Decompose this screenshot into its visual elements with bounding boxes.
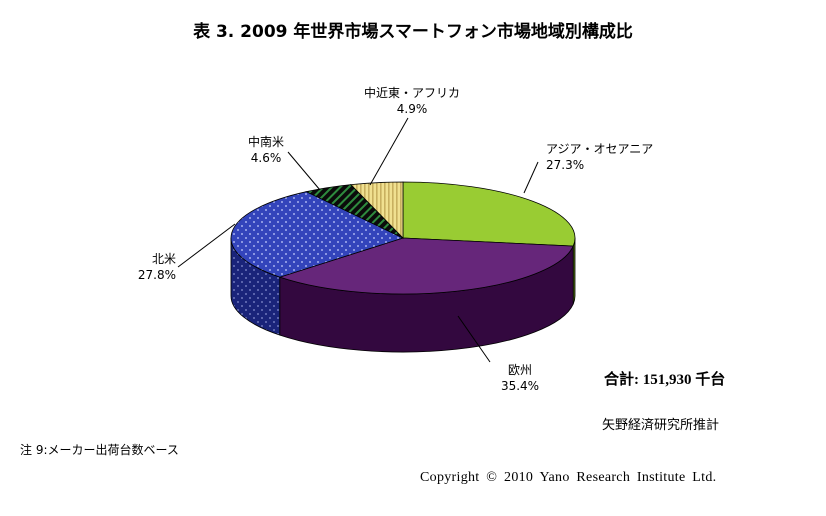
slice-value-1: 35.4%	[501, 379, 539, 393]
slice-name-4: 中近東・アフリカ	[364, 85, 460, 100]
copyright-notice: Copyright © 2010 Yano Research Institute…	[420, 470, 717, 485]
slice-name-0: アジア・オセアニア	[546, 142, 653, 156]
pie-slice-0	[402, 181, 576, 247]
leader-line-2	[177, 223, 236, 268]
total-label: 合計: 151,930 千台	[604, 372, 726, 388]
pie-slice-2	[230, 191, 405, 278]
slice-name-2: 北米	[152, 252, 176, 266]
slice-value-3: 4.6%	[251, 151, 282, 165]
leader-line-4	[369, 117, 409, 186]
pie-slice-4	[350, 181, 404, 239]
leader-line-0	[523, 161, 539, 194]
slice-value-0: 27.3%	[546, 158, 584, 172]
slice-name-3: 中南米	[248, 134, 284, 149]
chart-title: 表 3. 2009 年世界市場スマートフォン市場地域別構成比	[193, 22, 633, 42]
footnote: 注 9:メーカー出荷台数ベース	[20, 443, 179, 457]
slice-value-2: 27.8%	[138, 268, 176, 282]
slice-name-1: 欧州	[508, 363, 532, 377]
leader-line-1	[457, 315, 491, 363]
source-label: 矢野経済研究所推計	[602, 418, 720, 433]
slice-value-4: 4.9%	[397, 102, 428, 116]
pie-slice-1	[278, 237, 574, 295]
leader-line-3	[287, 151, 321, 191]
